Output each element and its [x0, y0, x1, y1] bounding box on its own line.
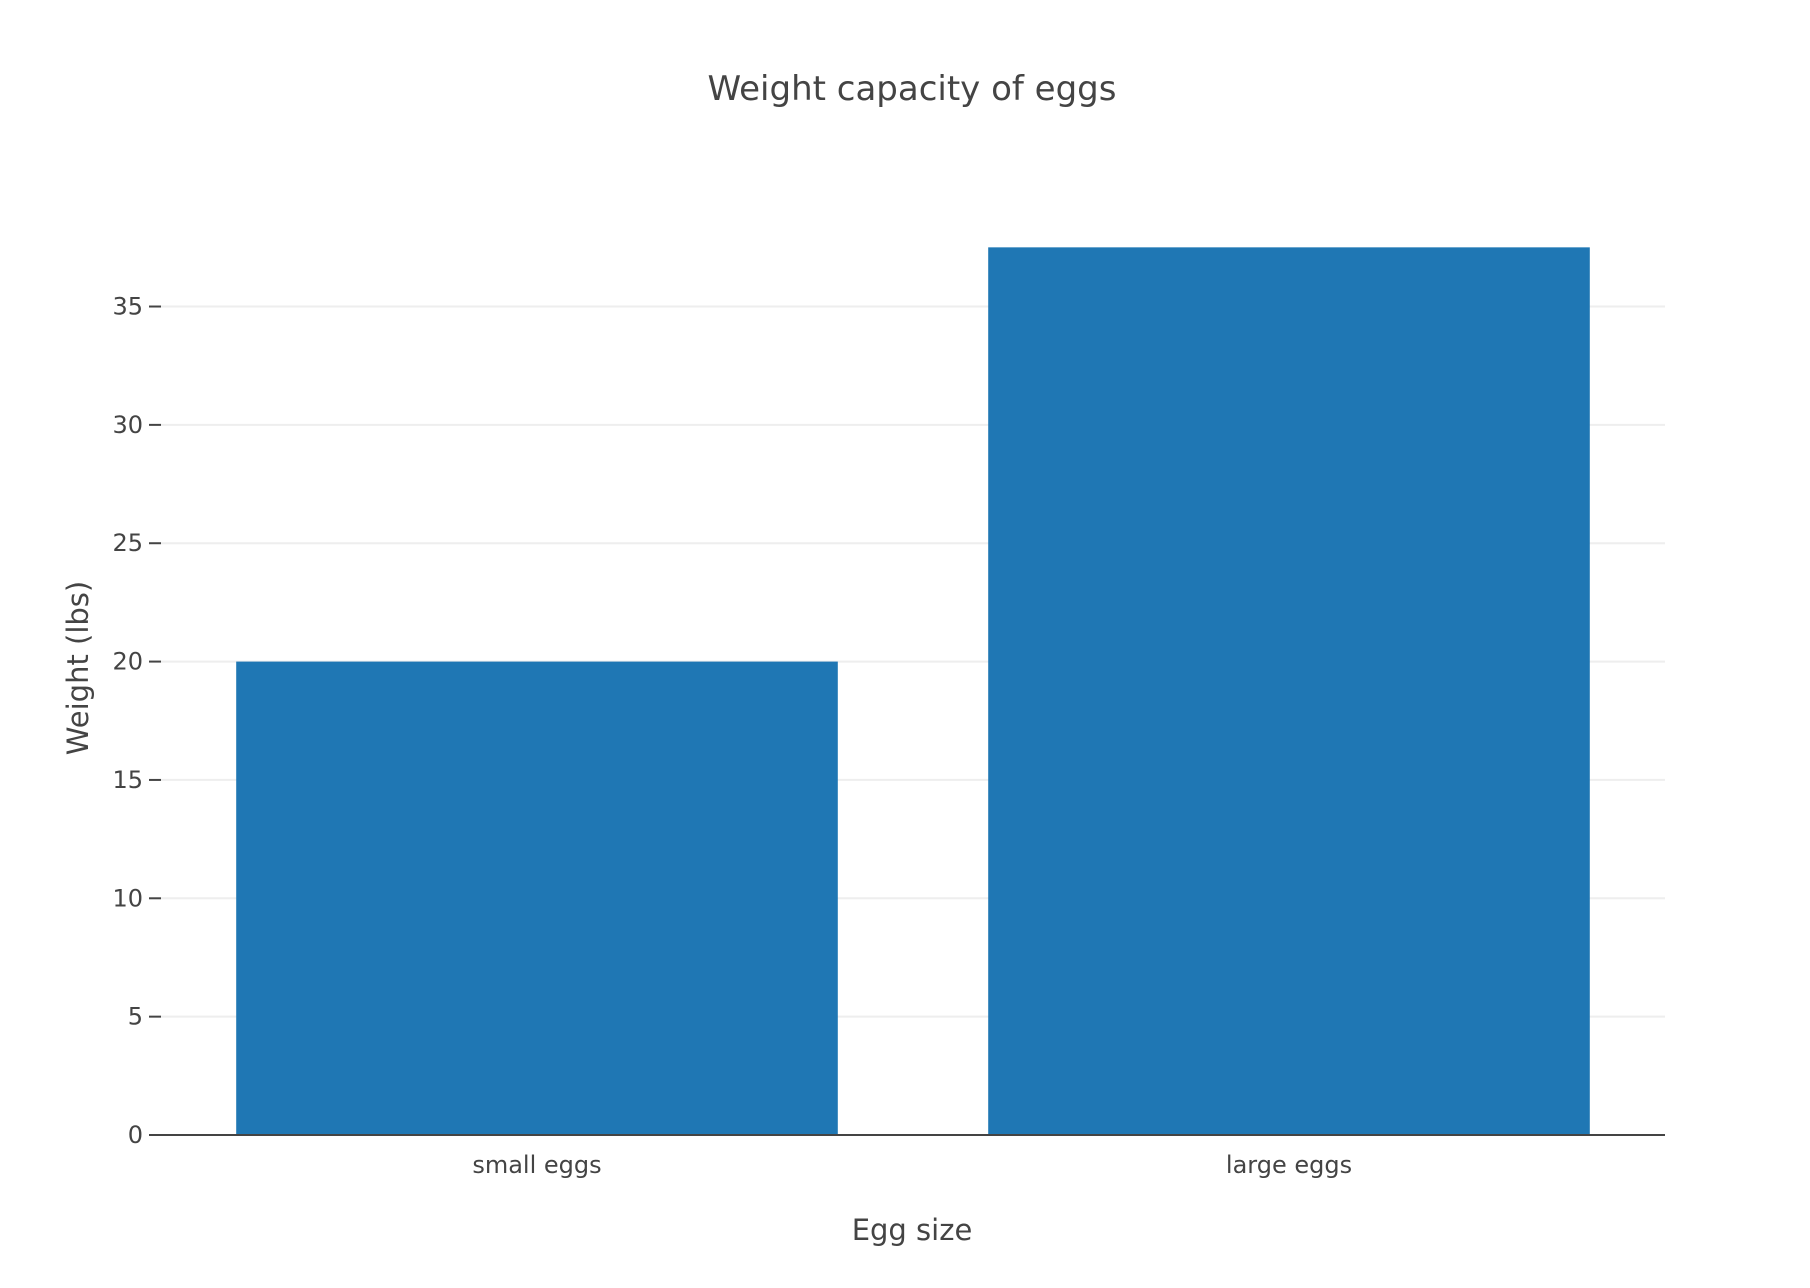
y-tick-label-0: 0 [128, 1121, 143, 1149]
axes: 0 5 10 15 20 25 30 35 small eggs large eggs [112, 293, 1665, 1179]
bars [236, 247, 1590, 1135]
y-tick-label-25: 25 [112, 529, 143, 557]
y-tick-label-10: 10 [112, 884, 143, 912]
y-tick-label-20: 20 [112, 648, 143, 676]
x-tick-label-small-eggs: small eggs [472, 1151, 601, 1179]
x-tick-label-large-eggs: large eggs [1226, 1151, 1352, 1179]
bar-large-eggs[interactable] [988, 247, 1590, 1135]
chart-title: Weight capacity of eggs [708, 69, 1117, 109]
y-tick-label-35: 35 [112, 293, 143, 321]
labels: Weight capacity of eggs Egg size Weight … [61, 69, 1116, 1247]
y-axis-title: Weight (lbs) [61, 581, 95, 755]
y-tick-label-15: 15 [112, 766, 143, 794]
bar-small-eggs[interactable] [236, 661, 838, 1135]
x-axis-title: Egg size [852, 1213, 973, 1247]
y-tick-label-30: 30 [112, 411, 143, 439]
y-tick-label-5: 5 [128, 1003, 143, 1031]
